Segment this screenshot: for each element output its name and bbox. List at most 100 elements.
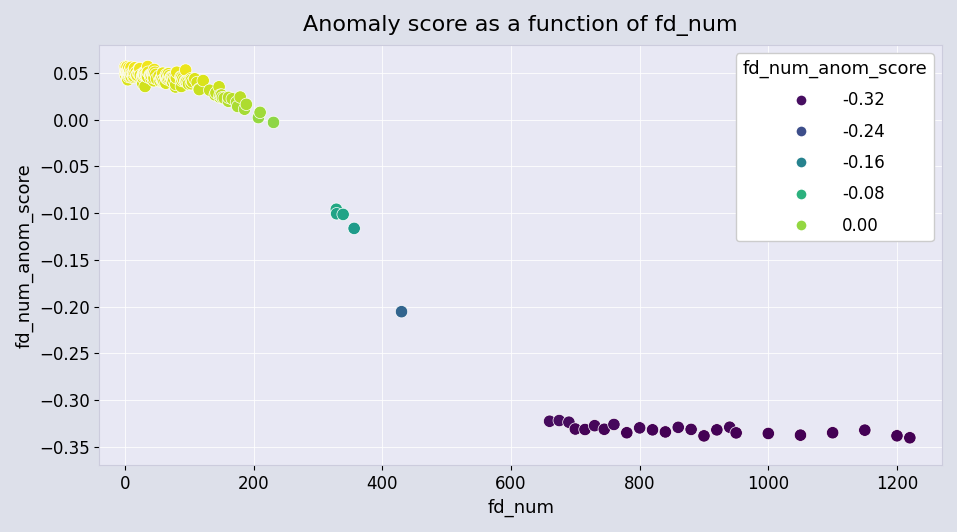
Point bbox=[137, 69, 152, 78]
Point bbox=[168, 80, 184, 89]
Point bbox=[596, 425, 612, 434]
Point bbox=[184, 79, 199, 88]
Point bbox=[137, 71, 152, 79]
Point bbox=[154, 74, 169, 82]
Point bbox=[126, 72, 142, 80]
Point bbox=[141, 68, 156, 77]
Point bbox=[158, 79, 173, 87]
Point bbox=[160, 75, 175, 84]
Point bbox=[213, 91, 229, 99]
Point bbox=[159, 74, 174, 82]
Point bbox=[167, 76, 182, 84]
Point bbox=[179, 77, 194, 86]
Point bbox=[137, 70, 152, 79]
Point bbox=[118, 70, 133, 78]
Point bbox=[671, 423, 686, 431]
Point bbox=[187, 74, 202, 83]
Point bbox=[129, 72, 145, 80]
Point bbox=[211, 82, 227, 91]
Point bbox=[179, 78, 194, 86]
Point bbox=[122, 66, 137, 75]
Point bbox=[237, 105, 253, 113]
Point bbox=[121, 68, 136, 77]
Point bbox=[902, 434, 918, 442]
Point bbox=[159, 73, 174, 81]
Point bbox=[195, 76, 211, 85]
Point bbox=[128, 68, 144, 77]
Point bbox=[645, 426, 660, 434]
Point bbox=[138, 71, 153, 80]
Point bbox=[120, 68, 135, 76]
Point bbox=[165, 78, 180, 86]
Point bbox=[152, 77, 167, 85]
Point bbox=[212, 93, 228, 102]
Point bbox=[132, 64, 147, 72]
Point bbox=[176, 76, 191, 85]
Point bbox=[173, 73, 189, 81]
Point bbox=[123, 72, 139, 80]
Point bbox=[120, 66, 135, 75]
Point bbox=[156, 78, 171, 86]
Point bbox=[214, 93, 230, 102]
Point bbox=[127, 63, 143, 72]
Point bbox=[761, 429, 776, 438]
Point bbox=[577, 425, 592, 434]
Point bbox=[173, 78, 189, 87]
Point bbox=[163, 74, 178, 83]
Point bbox=[225, 95, 240, 103]
Point bbox=[209, 88, 224, 97]
Point bbox=[139, 72, 154, 80]
Point bbox=[122, 71, 137, 79]
Point bbox=[174, 76, 189, 85]
Point bbox=[156, 77, 171, 86]
Point bbox=[120, 68, 135, 76]
Point bbox=[155, 69, 170, 78]
Point bbox=[132, 64, 147, 73]
Point bbox=[122, 69, 138, 78]
Point bbox=[122, 66, 138, 74]
Point bbox=[162, 71, 177, 80]
Point bbox=[143, 71, 158, 79]
Point bbox=[136, 69, 151, 77]
Point bbox=[161, 70, 176, 78]
Point bbox=[683, 425, 699, 434]
Y-axis label: fd_num_anom_score: fd_num_anom_score bbox=[15, 163, 33, 347]
Point bbox=[145, 69, 161, 78]
Point bbox=[159, 70, 174, 79]
Point bbox=[587, 421, 602, 430]
Point bbox=[697, 431, 712, 440]
Point bbox=[144, 71, 159, 80]
Point bbox=[165, 73, 180, 82]
Point bbox=[178, 77, 193, 85]
Point bbox=[161, 74, 176, 82]
Point bbox=[146, 65, 162, 74]
Legend: -0.32, -0.24, -0.16, -0.08, 0.00: -0.32, -0.24, -0.16, -0.08, 0.00 bbox=[736, 53, 934, 242]
Point bbox=[180, 78, 195, 86]
Point bbox=[126, 69, 142, 77]
Point bbox=[140, 62, 155, 71]
Point bbox=[119, 64, 134, 72]
Point bbox=[889, 431, 904, 440]
Point bbox=[346, 224, 362, 232]
Point bbox=[133, 71, 148, 79]
Point bbox=[119, 68, 134, 77]
Point bbox=[144, 71, 159, 80]
Point bbox=[118, 63, 133, 71]
Point bbox=[140, 68, 155, 76]
Point bbox=[135, 72, 150, 80]
Point bbox=[146, 74, 162, 82]
Point bbox=[135, 79, 150, 88]
Point bbox=[120, 68, 135, 77]
Point bbox=[122, 63, 137, 72]
Point bbox=[174, 73, 189, 82]
Point bbox=[120, 74, 135, 82]
Point bbox=[146, 72, 162, 81]
Point bbox=[137, 69, 152, 78]
Point bbox=[138, 82, 153, 91]
Point bbox=[619, 428, 634, 437]
Point bbox=[166, 73, 181, 81]
Point bbox=[122, 66, 138, 74]
Point bbox=[229, 98, 244, 106]
Point bbox=[149, 74, 165, 83]
Point bbox=[120, 69, 135, 78]
